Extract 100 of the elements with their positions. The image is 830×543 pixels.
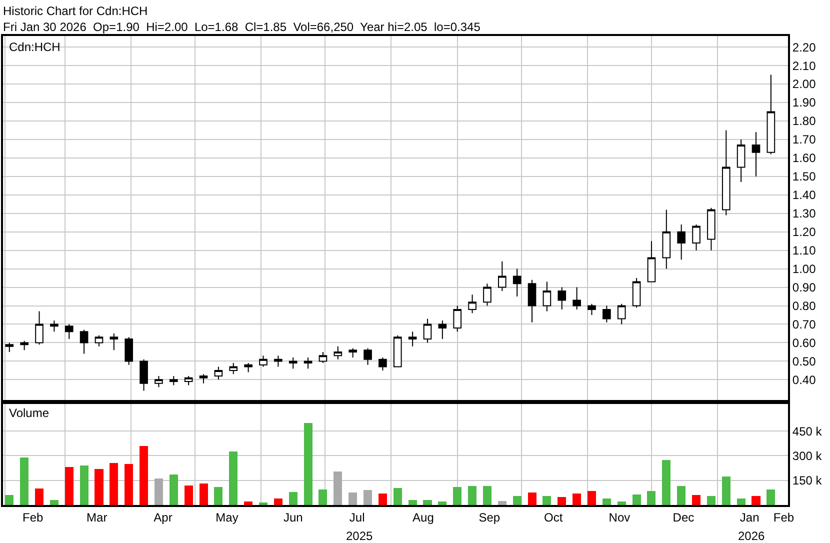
y-tick-label: 1.20 (792, 225, 816, 240)
candlestick (602, 305, 611, 323)
bar (274, 498, 282, 505)
candlestick (35, 310, 44, 346)
candlestick (169, 375, 178, 386)
candlestick (558, 286, 566, 310)
bar (244, 502, 253, 505)
bar (587, 491, 596, 505)
bar (64, 467, 74, 505)
bar (334, 471, 342, 505)
y-tick-label: 300 k (792, 448, 823, 463)
bar (558, 496, 566, 505)
bar (140, 446, 148, 505)
annotation: Cdn:HCH (9, 40, 60, 54)
y-tick-label: 2.10 (792, 58, 816, 73)
candlestick (647, 240, 656, 282)
candlestick (259, 355, 268, 368)
bar (94, 468, 104, 505)
candlestick (154, 375, 163, 388)
candlestick (348, 348, 357, 358)
bar (124, 464, 134, 505)
candlestick (468, 294, 476, 314)
candlestick (364, 348, 372, 366)
y-tick-label: 0.90 (792, 280, 816, 294)
x-tick-label: Aug (412, 510, 434, 524)
bar (482, 486, 492, 505)
bar (199, 484, 208, 505)
chart-title: Historic Chart for Cdn:HCH (3, 4, 148, 18)
bar (706, 496, 716, 505)
bar (154, 478, 163, 505)
candlestick (512, 268, 522, 298)
candlestick (498, 260, 506, 292)
candlestick (64, 324, 74, 340)
bar (453, 486, 462, 505)
bar (662, 460, 671, 505)
candlestick (588, 303, 596, 316)
candlestick (632, 278, 641, 308)
candlestick (423, 318, 432, 344)
y-tick-label: 0.60 (792, 336, 816, 350)
x-tick-label: Jan (740, 510, 760, 524)
bar (528, 492, 536, 505)
candlestick (304, 357, 312, 370)
candlestick (542, 281, 552, 312)
bar (378, 494, 387, 505)
bar (572, 494, 582, 505)
candlestick (274, 355, 282, 368)
candlestick (677, 224, 686, 260)
y-tick-label: 1.70 (792, 132, 816, 147)
y-tick-label: 1.00 (792, 262, 816, 276)
candlestick (617, 303, 626, 325)
bar (722, 476, 730, 505)
bar (632, 494, 641, 505)
candlestick (438, 320, 447, 340)
bar (5, 495, 14, 505)
candlestick (229, 362, 238, 375)
bar (229, 452, 238, 505)
y-tick-label: 1.50 (792, 170, 816, 184)
bar (468, 486, 477, 505)
y-tick-label: 0.40 (792, 372, 816, 387)
bar (393, 488, 402, 505)
candlestick (453, 305, 462, 332)
y-tick-label: 1.80 (792, 114, 816, 128)
candlestick (20, 340, 28, 351)
bar (423, 500, 432, 505)
candlestick (483, 283, 492, 306)
text: 2025 (346, 529, 374, 543)
candlestick (214, 366, 223, 380)
y-tick-label: 1.10 (792, 244, 816, 258)
bar (35, 488, 44, 505)
bar (184, 485, 193, 505)
x-tick-label: Jun (283, 510, 303, 524)
y-tick-label: 1.30 (792, 206, 816, 221)
candlestick (140, 358, 148, 392)
x-tick-label: Feb (22, 510, 44, 524)
chart-title: Volume (9, 406, 50, 420)
candlestick (318, 351, 328, 364)
bar (288, 492, 298, 505)
candlestick (736, 138, 746, 182)
bar (20, 457, 29, 505)
chart-subtitle: Fri Jan 30 2026 Op=1.90 Hi=2.00 Lo=1.68 Cl=1.85 Vol=66,250 Year hi=2.05 lo=0.345 (3, 20, 481, 34)
candlestick (707, 207, 716, 251)
y-tick-label: 1.60 (792, 151, 816, 166)
x-tick-label: Mar (86, 510, 108, 524)
bar (512, 496, 522, 505)
bar (348, 492, 358, 505)
candlestick (766, 74, 776, 155)
candlestick (393, 334, 402, 368)
y-tick-label: 450 k (792, 424, 823, 438)
bar (498, 500, 506, 505)
candlestick (244, 362, 252, 373)
bar (692, 495, 701, 505)
candlestick (50, 320, 58, 332)
candlestick (199, 374, 208, 384)
candlestick (662, 209, 671, 270)
y-tick-label: 0.70 (792, 317, 816, 332)
candlestick (288, 357, 298, 370)
candlestick (752, 132, 760, 177)
x-tick-label: Nov (608, 510, 630, 524)
bar (766, 489, 776, 505)
x-tick-label: Sep (478, 510, 500, 524)
